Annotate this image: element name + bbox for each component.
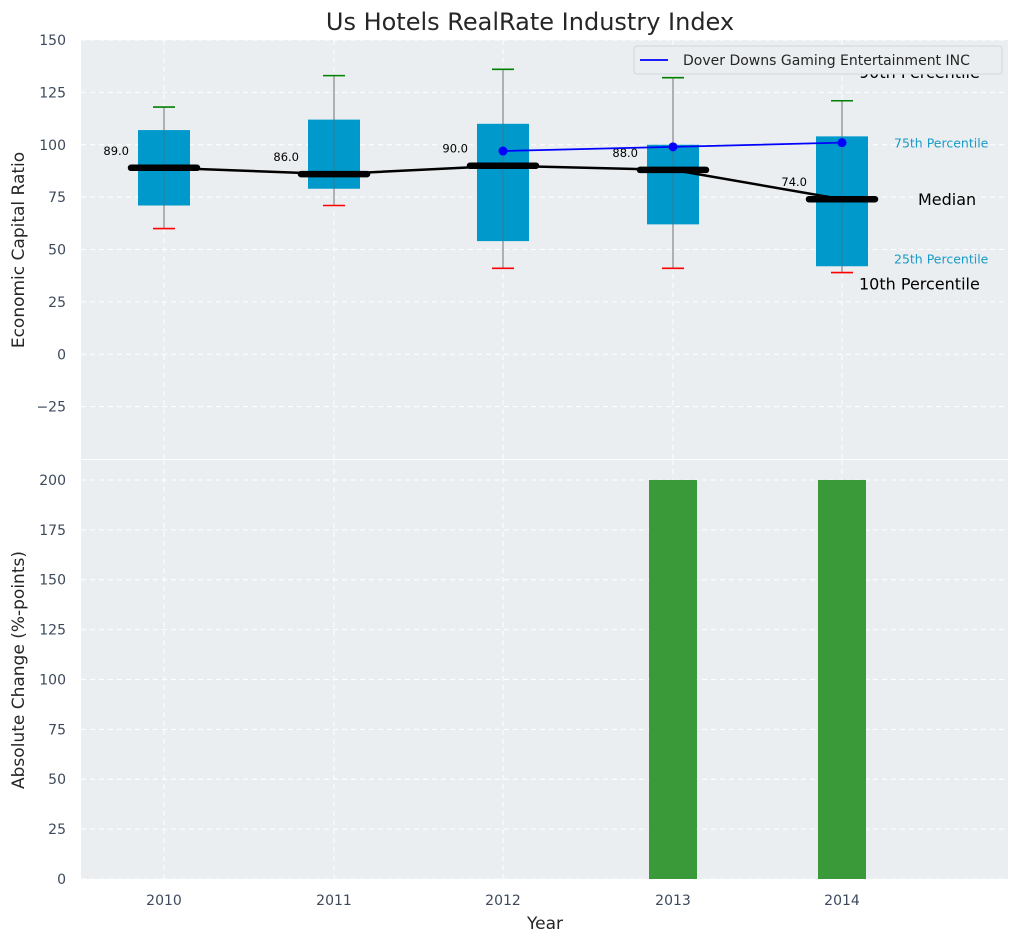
- company-series-point: [668, 142, 678, 152]
- bottom-panel: 0 25 50 75 100 125 150 175 200 2010 2011 2012 2013 20…: [39, 460, 1008, 909]
- company-series-point: [498, 146, 508, 156]
- chart-title: Us Hotels RealRate Industry Index: [326, 8, 734, 36]
- bottom-y-tick-label: 125: [39, 623, 66, 639]
- legend-label: Dover Downs Gaming Entertainment INC: [683, 53, 970, 69]
- p25-annotation: 25th Percentile: [894, 251, 989, 266]
- top-y-axis-label: Economic Capital Ratio: [9, 152, 29, 348]
- top-y-tick-label: 75: [48, 190, 66, 206]
- bottom-y-tick-label: 75: [48, 722, 66, 738]
- x-tick-label: 2010: [146, 893, 182, 909]
- median-value-label: 86.0: [273, 150, 299, 164]
- bottom-y-tick-label: 100: [39, 672, 66, 688]
- legend: Dover Downs Gaming Entertainment INC: [633, 45, 1003, 75]
- median-value-label: 88.0: [612, 146, 638, 160]
- legend-box: [633, 45, 1003, 75]
- x-tick-label: 2013: [655, 893, 691, 909]
- p10-annotation: 10th Percentile: [859, 275, 980, 294]
- median-annotation: Median: [918, 190, 976, 209]
- top-y-tick-label: 100: [39, 138, 66, 154]
- bottom-y-tick-label: 25: [48, 822, 66, 838]
- top-y-tick-label: 150: [39, 33, 66, 49]
- x-axis-label: Year: [526, 914, 563, 934]
- top-y-tick-label: 0: [57, 347, 66, 363]
- company-series-point: [837, 138, 847, 148]
- x-tick-label: 2012: [485, 893, 521, 909]
- change-bar: [818, 479, 866, 879]
- change-bar: [649, 479, 697, 879]
- median-value-label: 89.0: [103, 144, 129, 158]
- top-y-tick-label: −25: [36, 400, 66, 416]
- top-panel: −25025507510012515089.086.090.088.074.09…: [36, 33, 1008, 459]
- p75-annotation: 75th Percentile: [894, 135, 989, 150]
- top-y-tick-label: 25: [48, 295, 66, 311]
- median-value-label: 90.0: [442, 142, 468, 156]
- bottom-y-tick-label: 175: [39, 523, 66, 539]
- bottom-y-axis-label: Absolute Change (%-points): [9, 551, 29, 789]
- bottom-y-tick-label: 50: [48, 772, 66, 788]
- bottom-plot-background: [81, 460, 1008, 879]
- bottom-y-tick-label: 150: [39, 573, 66, 589]
- top-y-tick-label: 125: [39, 85, 66, 101]
- x-tick-label: 2011: [316, 893, 352, 909]
- top-y-tick-label: 50: [48, 243, 66, 259]
- x-tick-label: 2014: [824, 893, 860, 909]
- median-value-label: 74.0: [781, 175, 807, 189]
- bottom-y-tick-label: 200: [39, 473, 66, 489]
- bottom-y-tick-label: 0: [57, 872, 66, 888]
